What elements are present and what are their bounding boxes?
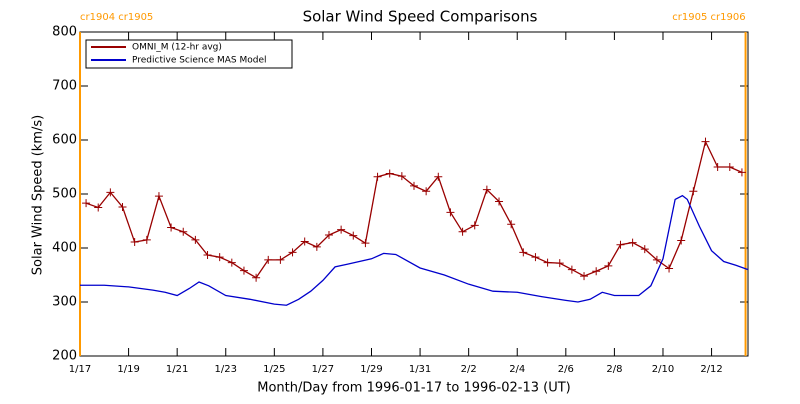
data-point (434, 172, 443, 181)
x-tick-label: 1/17 (69, 364, 91, 375)
y-tick-label: 700 (52, 79, 77, 94)
data-point (665, 264, 674, 273)
data-point (410, 181, 418, 190)
data-point (324, 231, 333, 240)
y-tick-label: 300 (52, 295, 77, 310)
data-point (106, 188, 115, 197)
data-point (543, 258, 552, 267)
data-point (154, 192, 163, 201)
legend-label: OMNI_M (12-hr avg) (132, 43, 222, 53)
y-tick-label: 500 (52, 187, 77, 202)
x-tick-label: 1/25 (263, 364, 285, 375)
data-point (640, 245, 649, 254)
x-tick-label: 1/27 (312, 364, 334, 375)
legend-label: Predictive Science MAS Model (132, 56, 267, 66)
data-point (130, 238, 139, 247)
x-tick-label: 2/12 (700, 364, 722, 375)
data-point (385, 169, 394, 178)
x-axis-label: Month/Day from 1996-01-17 to 1996-02-13 … (257, 381, 570, 396)
y-tick-label: 600 (52, 133, 77, 148)
data-point (446, 208, 455, 217)
x-tick-label: 2/10 (652, 364, 674, 375)
x-tick-label: 2/2 (461, 364, 477, 375)
data-point (276, 255, 285, 264)
x-tick-label: 1/31 (409, 364, 431, 375)
data-point (191, 235, 200, 244)
data-point (312, 242, 321, 251)
chart-title: Solar Wind Speed Comparisons (303, 8, 538, 26)
data-point (470, 221, 479, 230)
data-point (361, 239, 370, 248)
data-point (227, 258, 236, 267)
plot-frame (79, 31, 749, 357)
y-tick-label: 800 (52, 25, 77, 40)
x-tick-label: 1/29 (360, 364, 382, 375)
legend-box (85, 39, 293, 69)
data-point (264, 255, 273, 264)
data-point (592, 267, 601, 276)
data-point (604, 261, 613, 270)
data-point (203, 251, 212, 260)
data-point (215, 253, 224, 262)
x-tick-label: 2/8 (606, 364, 622, 375)
data-point (725, 163, 734, 171)
data-point (179, 227, 188, 236)
data-point (252, 273, 261, 282)
data-point (397, 172, 406, 181)
y-tick-label: 200 (52, 349, 77, 364)
series-line (80, 194, 749, 306)
data-point (689, 187, 698, 196)
series-line (85, 139, 743, 279)
data-point (495, 197, 504, 206)
legend: OMNI_M (12-hr avg) Predictive Science MAS… (85, 39, 293, 69)
x-tick-label: 2/4 (509, 364, 525, 375)
data-point (737, 168, 746, 177)
data-point (118, 202, 127, 211)
data-point (142, 235, 151, 244)
carrington-label: cr1904 cr1905 (80, 12, 153, 23)
data-point (580, 272, 589, 281)
data-point (349, 231, 358, 240)
data-point (458, 227, 467, 236)
data-point (713, 163, 722, 171)
data-point (567, 265, 576, 274)
carrington-label: cr1905 cr1906 (672, 12, 745, 23)
data-point (337, 225, 346, 234)
data-point (616, 240, 625, 249)
data-point (652, 255, 661, 264)
x-tick-label: 1/23 (215, 364, 237, 375)
data-point (239, 266, 248, 275)
data-point (422, 187, 431, 196)
data-point (677, 236, 686, 245)
data-point (555, 259, 564, 268)
data-point (300, 237, 309, 246)
data-point (82, 199, 91, 208)
data-point (519, 248, 528, 257)
data-point (167, 223, 176, 232)
y-tick-label: 400 (52, 241, 77, 256)
y-axis-label: Solar Wind Speed (km/s) (31, 115, 46, 275)
data-point (531, 253, 540, 262)
data-point (288, 248, 297, 257)
x-tick-label: 1/21 (166, 364, 188, 375)
data-point (482, 185, 491, 194)
data-point (507, 220, 516, 229)
data-point (628, 238, 637, 247)
data-point (94, 203, 103, 212)
x-tick-label: 2/6 (558, 364, 574, 375)
x-tick-label: 1/19 (117, 364, 139, 375)
data-point (701, 137, 710, 146)
data-point (373, 172, 382, 181)
